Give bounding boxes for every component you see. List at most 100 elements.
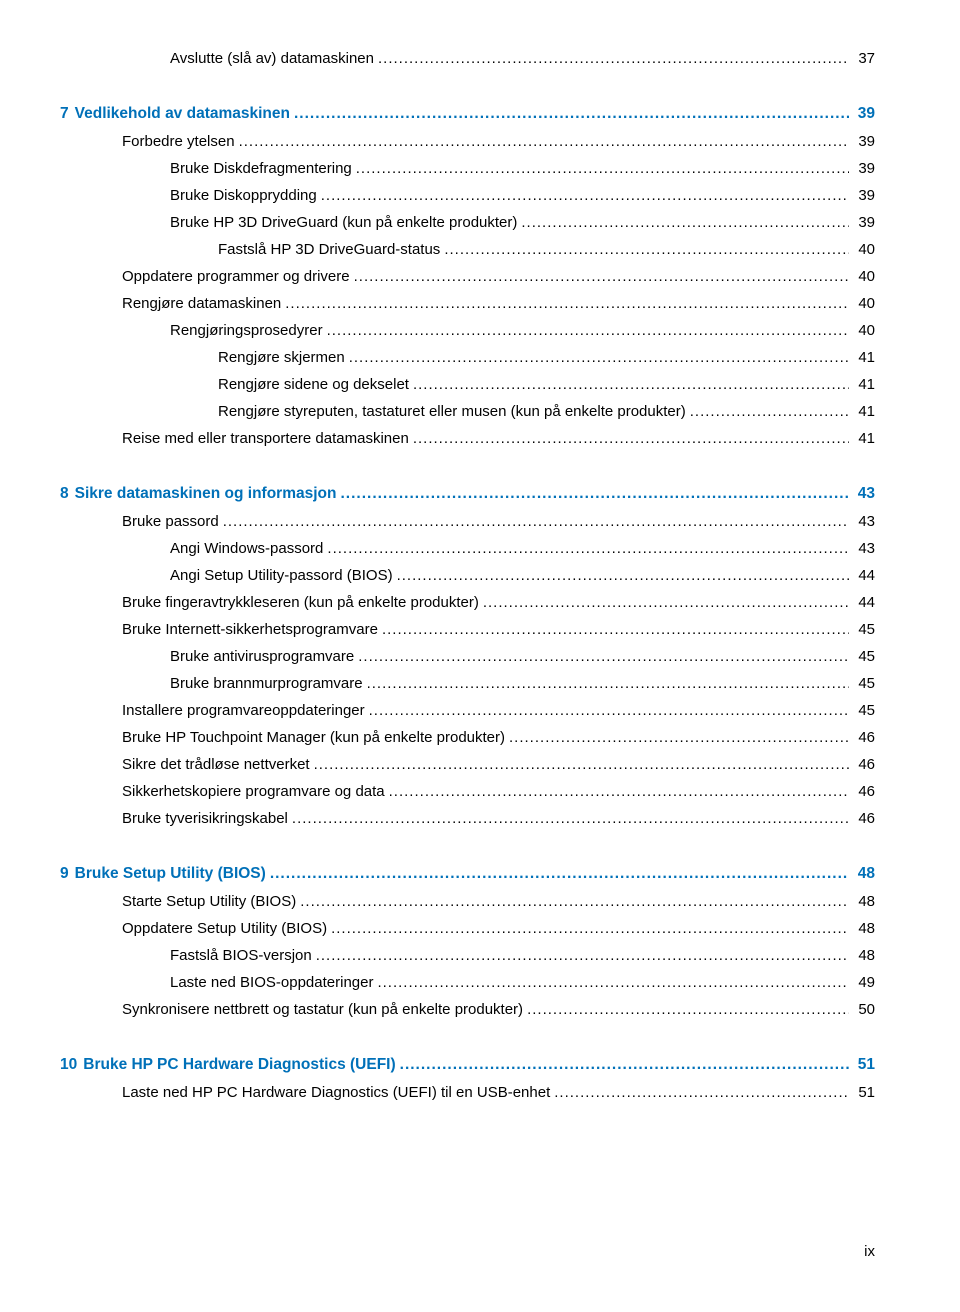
toc-entry: Installere programvareoppdateringer45 (60, 702, 875, 719)
toc-leader-dots (358, 648, 849, 665)
toc-label: Bruke antivirusprogramvare (170, 648, 354, 665)
toc-leader-dots (483, 594, 849, 611)
toc-label: Bruke HP PC Hardware Diagnostics (UEFI) (83, 1056, 395, 1074)
toc-label: Fastslå BIOS-versjon (170, 947, 312, 964)
toc-chapter: 8Sikre datamaskinen og informasjon 43 (60, 485, 875, 503)
toc-page-number: 44 (853, 567, 875, 584)
toc-entry: Reise med eller transportere datamaskine… (60, 430, 875, 447)
toc-entry: Rengjøre sidene og dekselet41 (60, 376, 875, 393)
toc-leader-dots (382, 621, 849, 638)
toc-label: Oppdatere programmer og drivere (122, 268, 350, 285)
toc-leader-dots (397, 567, 849, 584)
toc-page-number: 43 (853, 540, 875, 557)
toc-leader-dots (316, 947, 849, 964)
toc-label: Fastslå HP 3D DriveGuard-status (218, 241, 440, 258)
toc-entry: Bruke HP 3D DriveGuard (kun på enkelte p… (60, 214, 875, 231)
toc-page-number: 51 (853, 1056, 875, 1074)
chapter-number: 10 (60, 1056, 83, 1074)
toc-page-number: 51 (853, 1084, 875, 1101)
toc-label: Bruke fingeravtrykkleseren (kun på enkel… (122, 594, 479, 611)
toc-entry: Rengjøringsprosedyrer40 (60, 322, 875, 339)
toc-leader-dots (389, 783, 849, 800)
toc-entry: Rengjøre skjermen 41 (60, 349, 875, 366)
toc-leader-dots (321, 187, 849, 204)
toc-entry: Avslutte (slå av) datamaskinen 37 (60, 50, 875, 67)
toc-leader-dots (444, 241, 849, 258)
toc-page-number: 43 (853, 513, 875, 530)
toc-leader-dots (294, 105, 849, 123)
toc-leader-dots (300, 893, 849, 910)
toc-leader-dots (378, 50, 849, 67)
toc-entry: Bruke Internett-sikkerhetsprogramvare45 (60, 621, 875, 638)
toc-entry: Oppdatere Setup Utility (BIOS)48 (60, 920, 875, 937)
toc-page-number: 39 (853, 214, 875, 231)
toc-entry: Synkronisere nettbrett og tastatur (kun … (60, 1001, 875, 1018)
toc-entry: Bruke antivirusprogramvare45 (60, 648, 875, 665)
toc-entry: Angi Setup Utility-passord (BIOS)44 (60, 567, 875, 584)
toc-leader-dots (223, 513, 849, 530)
toc-leader-dots (554, 1084, 849, 1101)
toc-leader-dots (349, 349, 849, 366)
toc-label: Bruke passord (122, 513, 219, 530)
toc-leader-dots (413, 376, 849, 393)
toc-chapter: 9Bruke Setup Utility (BIOS)48 (60, 865, 875, 883)
toc-entry: Bruke brannmurprogramvare45 (60, 675, 875, 692)
toc-page-number: 41 (853, 430, 875, 447)
toc-leader-dots (270, 865, 849, 883)
toc-leader-dots (690, 403, 849, 420)
toc-leader-dots (285, 295, 849, 312)
toc-leader-dots (327, 322, 849, 339)
toc-leader-dots (377, 974, 849, 991)
toc-entry: Bruke tyverisikringskabel46 (60, 810, 875, 827)
toc-label: Sikre det trådløse nettverket (122, 756, 310, 773)
toc-entry: Bruke HP Touchpoint Manager (kun på enke… (60, 729, 875, 746)
toc-label: Bruke Diskopprydding (170, 187, 317, 204)
toc-page-number: 45 (853, 675, 875, 692)
toc-page-number: 41 (853, 349, 875, 366)
toc-label: Sikre datamaskinen og informasjon (75, 485, 337, 503)
toc-page-number: 46 (853, 810, 875, 827)
toc-container: Avslutte (slå av) datamaskinen 37 7Vedlike… (60, 50, 875, 1101)
toc-page-number: 39 (853, 105, 875, 123)
toc-leader-dots (340, 485, 849, 503)
toc-label: Rengjøre styreputen, tastaturet eller mu… (218, 403, 686, 420)
toc-entry: Bruke fingeravtrykkleseren (kun på enkel… (60, 594, 875, 611)
toc-label: Starte Setup Utility (BIOS) (122, 893, 296, 910)
toc-label: Avslutte (slå av) datamaskinen (170, 50, 374, 67)
toc-page-number: 41 (853, 376, 875, 393)
toc-leader-dots (354, 268, 849, 285)
toc-leader-dots (521, 214, 849, 231)
toc-page-number: 48 (853, 893, 875, 910)
toc-leader-dots (400, 1056, 849, 1074)
chapter-number: 8 (60, 485, 75, 503)
toc-page-number: 48 (853, 865, 875, 883)
toc-label: Rengjøre skjermen (218, 349, 345, 366)
toc-entry: Fastslå HP 3D DriveGuard-status40 (60, 241, 875, 258)
toc-entry: Laste ned HP PC Hardware Diagnostics (UE… (60, 1084, 875, 1101)
toc-label: Reise med eller transportere datamaskine… (122, 430, 409, 447)
toc-page-number: 43 (853, 485, 875, 503)
toc-page-number: 48 (853, 920, 875, 937)
toc-leader-dots (367, 675, 849, 692)
toc-label: Rengjøringsprosedyrer (170, 322, 323, 339)
toc-chapter: 10Bruke HP PC Hardware Diagnostics (UEFI… (60, 1056, 875, 1074)
toc-label: Bruke HP Touchpoint Manager (kun på enke… (122, 729, 505, 746)
toc-page-number: 37 (853, 50, 875, 67)
toc-label: Rengjøre datamaskinen (122, 295, 281, 312)
toc-chapter: 7Vedlikehold av datamaskinen39 (60, 105, 875, 123)
toc-entry: Rengjøre styreputen, tastaturet eller mu… (60, 403, 875, 420)
toc-label: Sikkerhetskopiere programvare og data (122, 783, 385, 800)
toc-entry: Bruke Diskdefragmentering39 (60, 160, 875, 177)
toc-leader-dots (314, 756, 849, 773)
toc-entry: Forbedre ytelsen39 (60, 133, 875, 150)
toc-leader-dots (239, 133, 849, 150)
toc-page-number: 40 (853, 268, 875, 285)
toc-page-number: 49 (853, 974, 875, 991)
toc-label: Forbedre ytelsen (122, 133, 235, 150)
toc-leader-dots (292, 810, 849, 827)
toc-leader-dots (331, 920, 849, 937)
toc-page-number: 46 (853, 756, 875, 773)
toc-leader-dots (413, 430, 849, 447)
toc-page-number: 45 (853, 702, 875, 719)
toc-entry: Oppdatere programmer og drivere 40 (60, 268, 875, 285)
